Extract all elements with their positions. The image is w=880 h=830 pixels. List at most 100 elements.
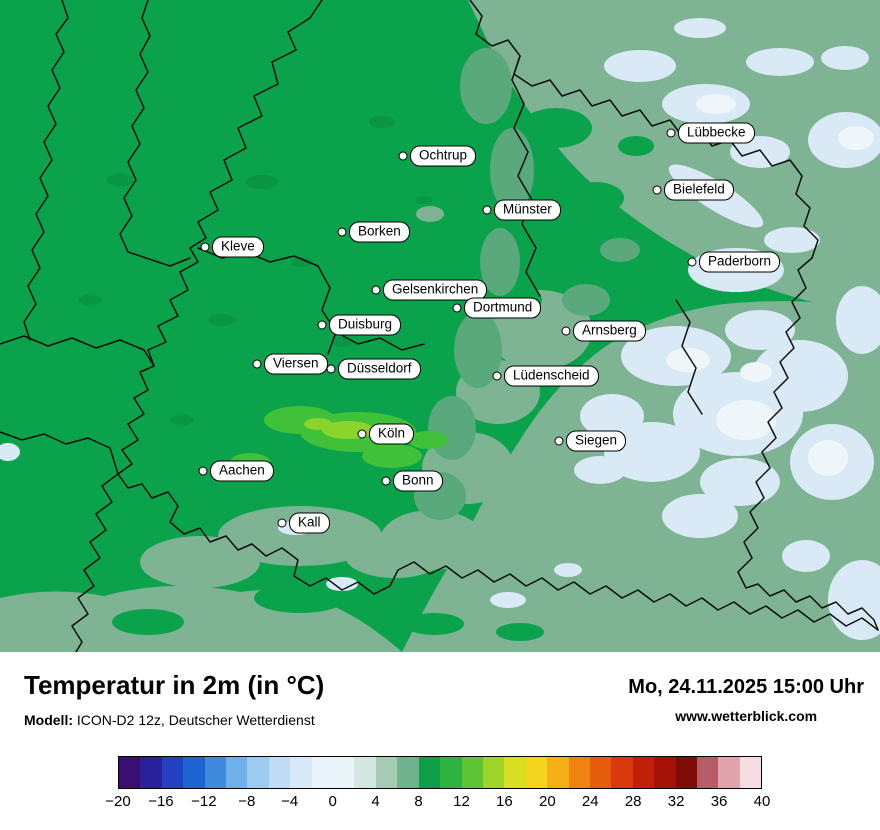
colorbar-tick: 32 — [667, 793, 685, 810]
city-label: Kall — [289, 512, 330, 534]
colorbar-segment — [739, 757, 762, 788]
colorbar-segment — [397, 757, 419, 788]
city-marker-dot — [652, 185, 662, 195]
city-marker-dot — [200, 242, 210, 252]
colorbar-segment — [333, 757, 355, 788]
city-marker-dot — [561, 326, 571, 336]
model-info: Modell: ICON-D2 12z, Deutscher Wetterdie… — [24, 712, 315, 728]
city-label: Siegen — [566, 430, 627, 452]
colorbar-tick: 24 — [581, 793, 599, 810]
map-title: Temperatur in 2m (in °C) — [24, 670, 325, 700]
colorbar-segment — [440, 757, 462, 788]
city-label: Viersen — [264, 353, 328, 375]
colorbar-segment — [290, 757, 312, 788]
colorbar-tick: −16 — [148, 793, 174, 810]
cold-pale-patches — [0, 18, 880, 640]
city-label: Kleve — [212, 236, 264, 258]
city-label: Aachen — [210, 460, 274, 482]
city-label: Münster — [494, 199, 561, 221]
colorbar-segment — [119, 757, 141, 788]
city-marker-dot — [198, 466, 208, 476]
colorbar-segment — [226, 757, 248, 788]
transition-temperature-blobs — [414, 48, 640, 520]
city-marker-dot — [482, 205, 492, 215]
city-label: Paderborn — [699, 251, 781, 273]
district-borders — [0, 0, 879, 652]
colorbar-segment — [204, 757, 227, 788]
city-marker-dot — [277, 518, 287, 528]
city-marker-dot — [554, 436, 564, 446]
colorbar-segment — [547, 757, 569, 788]
valid-datetime: Mo, 24.11.2025 15:00 Uhr — [628, 676, 864, 698]
colorbar-segment — [568, 757, 590, 788]
colorbar-tick: 0 — [328, 793, 337, 810]
city-label: Dortmund — [464, 297, 542, 319]
city-label: Borken — [349, 221, 410, 243]
colorbar-tick: 12 — [453, 793, 470, 810]
colorbar-segment — [183, 757, 205, 788]
colorbar-segment — [140, 757, 162, 788]
colorbar-segment — [654, 757, 676, 788]
colorbar-segment — [611, 757, 633, 788]
colorbar-tick: 28 — [624, 793, 642, 810]
colorbar-segment — [482, 757, 505, 788]
colorbar-segment — [161, 757, 184, 788]
city-label: Düsseldorf — [338, 358, 421, 380]
city-label: Lübbecke — [678, 122, 755, 144]
colorbar-tick: −4 — [281, 793, 299, 810]
city-marker-dot — [492, 371, 502, 381]
city-label: Ochtrup — [410, 145, 477, 167]
city-marker-dot — [337, 227, 347, 237]
city-marker-dot — [398, 151, 408, 161]
colorbar-segment — [696, 757, 719, 788]
model-text: ICON-D2 12z, Deutscher Wetterdienst — [73, 712, 315, 728]
city-label: Arnsberg — [573, 320, 646, 342]
city-marker-dot — [252, 359, 262, 369]
city-marker-dot — [371, 285, 381, 295]
colorbar-tick: 8 — [414, 793, 423, 810]
colorbar-tick: 4 — [371, 793, 380, 810]
colorbar-tick-labels: −20 −16 −12 −8 −4 0 4 8 12 16 20 24 28 32 36 40 — [105, 793, 770, 813]
colorbar-segment — [418, 757, 441, 788]
model-label: Modell: — [24, 712, 73, 728]
city-marker-dot — [317, 320, 327, 330]
colorbar-tick: 16 — [496, 793, 513, 810]
city-marker-dot — [666, 128, 676, 138]
colorbar-segment — [525, 757, 548, 788]
colorbar-segment — [632, 757, 655, 788]
colorbar-tick: −8 — [238, 793, 256, 810]
city-marker-dot — [357, 429, 367, 439]
colorbar-segment — [268, 757, 291, 788]
city-label: Gelsenkirchen — [383, 279, 488, 301]
colorbar-tick: −12 — [191, 793, 217, 810]
colorbar-segments — [119, 757, 762, 788]
city-marker-dot — [452, 303, 462, 313]
colorbar-segment — [354, 757, 376, 788]
city-marker-dot — [687, 257, 697, 267]
temperature-field-svg — [0, 0, 880, 652]
colorbar-tick: 40 — [753, 793, 771, 810]
city-label: Köln — [369, 423, 415, 445]
city-label: Lüdenscheid — [504, 365, 599, 387]
weather-map: Ochtrup Lübbecke Münster Bielefeld Borken Kle… — [0, 0, 880, 652]
colorbar-segment — [675, 757, 697, 788]
colorbar-tick: 20 — [538, 793, 556, 810]
city-label: Bonn — [393, 470, 443, 492]
city-label: Bielefeld — [664, 179, 734, 201]
datetime-block: Mo, 24.11.2025 15:00 Uhr www.wetterblick… — [628, 676, 864, 724]
website-url: www.wetterblick.com — [675, 708, 818, 724]
city-label: Duisburg — [329, 314, 402, 336]
colorbar-segment — [589, 757, 612, 788]
footer-panel: Temperatur in 2m (in °C) Modell: ICON-D2… — [0, 652, 880, 830]
colorbar-tick: 36 — [710, 793, 728, 810]
coldest-white-spots — [666, 94, 874, 476]
colorbar-tick: −20 — [105, 793, 131, 810]
colorbar-segment — [504, 757, 526, 788]
city-marker-dot — [326, 364, 336, 374]
city-marker-dot — [381, 476, 391, 486]
colorbar-segment — [247, 757, 269, 788]
colorbar-segment — [311, 757, 334, 788]
colorbar-segment — [461, 757, 483, 788]
green-texture-speckles — [78, 116, 433, 425]
colorbar-segment — [718, 757, 740, 788]
